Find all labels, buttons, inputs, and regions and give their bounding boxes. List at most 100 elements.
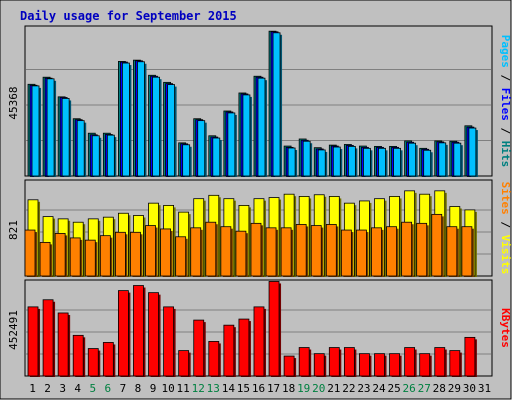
bar-pages-day-7 <box>122 62 130 177</box>
bar-pages-day-21 <box>332 146 341 177</box>
bar-kbytes-day-20 <box>313 353 325 377</box>
bar-kbytes-day-1 <box>27 306 39 377</box>
legend-part: / <box>499 68 512 88</box>
bar-kbytes-day-5 <box>87 348 99 377</box>
legend-part: / <box>499 215 512 235</box>
x-tick-label-day-8: 8 <box>135 382 142 395</box>
bar-sites-day-29 <box>446 226 458 277</box>
x-tick-label-day-17: 17 <box>267 382 280 395</box>
bar-kbytes-day-2 <box>42 299 54 377</box>
legend-part: Hits <box>499 141 512 168</box>
bar-pages-day-30 <box>468 127 477 177</box>
bar-pages-day-11 <box>182 144 191 177</box>
bar-pages-day-16 <box>257 77 266 177</box>
x-tick-label-day-4: 4 <box>74 382 81 395</box>
max-label-visits-sites: 821 <box>7 220 20 240</box>
bar-pages-day-25 <box>393 147 401 177</box>
bar-kbytes-day-25 <box>389 353 400 377</box>
x-tick-label-day-11: 11 <box>177 382 190 395</box>
bar-sites-day-25 <box>386 226 397 277</box>
x-tick-label-day-20: 20 <box>312 382 325 395</box>
x-tick-label-day-19: 19 <box>297 382 310 395</box>
bar-kbytes-day-6 <box>102 342 114 377</box>
bar-kbytes-day-23 <box>359 353 370 377</box>
bar-pages-day-5 <box>91 135 100 177</box>
legend-kbytes: KBytes <box>499 308 512 348</box>
x-tick-label-day-2: 2 <box>44 382 51 395</box>
bar-kbytes-day-3 <box>57 312 69 377</box>
bar-sites-day-13 <box>205 221 217 277</box>
legend-part: Sites <box>499 182 512 215</box>
bar-sites-day-2 <box>39 241 51 277</box>
bar-sites-day-5 <box>84 239 96 277</box>
bar-kbytes-day-9 <box>148 292 159 377</box>
bar-pages-day-12 <box>197 120 206 177</box>
bar-sites-day-28 <box>431 213 443 277</box>
x-tick-label-day-7: 7 <box>120 382 127 395</box>
bar-sites-day-10 <box>160 228 171 277</box>
bar-sites-day-27 <box>416 222 428 277</box>
bar-sites-day-12 <box>190 227 202 277</box>
x-tick-label-day-3: 3 <box>59 382 66 395</box>
x-tick-label-day-25: 25 <box>387 382 400 395</box>
bar-sites-day-14 <box>220 226 232 277</box>
bar-kbytes-day-16 <box>253 306 265 377</box>
bar-pages-day-17 <box>272 32 281 177</box>
bar-kbytes-day-30 <box>464 336 476 377</box>
bar-kbytes-day-21 <box>328 347 340 377</box>
bar-pages-day-4 <box>76 120 85 177</box>
bar-kbytes-day-22 <box>343 347 355 377</box>
x-tick-label-day-16: 16 <box>252 382 265 395</box>
bar-sites-day-16 <box>250 222 262 277</box>
bar-kbytes-day-14 <box>223 324 235 377</box>
max-label-kbytes: 452491 <box>7 310 20 350</box>
bar-pages-day-24 <box>378 147 386 177</box>
bar-pages-day-13 <box>212 137 221 177</box>
bar-kbytes-day-26 <box>404 347 416 377</box>
max-label-hits-files-pages: 45368 <box>7 86 20 119</box>
legend-visits-sites: Sites / Visits <box>499 182 512 275</box>
bar-sites-day-26 <box>401 221 413 277</box>
x-tick-label-day-21: 21 <box>327 382 340 395</box>
bar-kbytes-day-11 <box>178 350 190 377</box>
legend-part: Visits <box>499 235 512 275</box>
x-tick-label-day-18: 18 <box>282 382 295 395</box>
bar-kbytes-day-19 <box>298 347 310 377</box>
bar-sites-day-17 <box>265 227 277 277</box>
x-tick-label-day-30: 30 <box>463 382 476 395</box>
bar-pages-day-2 <box>46 78 55 177</box>
bar-pages-day-9 <box>152 76 160 177</box>
x-tick-label-day-13: 13 <box>207 382 220 395</box>
bar-sites-day-23 <box>356 229 367 277</box>
bar-sites-day-1 <box>24 229 36 277</box>
legend-part: Pages <box>499 35 512 68</box>
bar-sites-day-4 <box>69 237 81 277</box>
bar-sites-day-18 <box>280 227 292 277</box>
bar-sites-day-24 <box>371 227 382 277</box>
bar-kbytes-day-17 <box>268 281 280 377</box>
bar-sites-day-11 <box>175 236 187 277</box>
x-tick-label-day-31: 31 <box>478 382 491 395</box>
x-tick-label-day-23: 23 <box>357 382 370 395</box>
bar-pages-day-26 <box>408 142 417 177</box>
bar-pages-day-19 <box>302 140 311 177</box>
x-tick-label-day-29: 29 <box>448 382 461 395</box>
bar-pages-day-23 <box>363 147 371 177</box>
legend-hits-files-pages: Pages / Files / Hits <box>499 35 512 168</box>
x-tick-label-day-26: 26 <box>403 382 416 395</box>
bar-sites-day-3 <box>54 233 66 277</box>
legend-part: KBytes <box>499 308 512 348</box>
bar-pages-day-22 <box>347 145 356 177</box>
x-tick-label-day-5: 5 <box>89 382 96 395</box>
bar-kbytes-day-7 <box>118 290 129 377</box>
bar-pages-day-3 <box>61 98 70 177</box>
bar-kbytes-day-27 <box>419 353 431 377</box>
bar-kbytes-day-10 <box>163 306 174 377</box>
bar-pages-day-18 <box>287 147 296 177</box>
bar-kbytes-day-18 <box>283 355 295 377</box>
x-tick-label-day-14: 14 <box>222 382 236 395</box>
bar-kbytes-day-8 <box>133 285 144 377</box>
bar-pages-day-15 <box>242 94 251 177</box>
bar-sites-day-19 <box>295 224 307 277</box>
